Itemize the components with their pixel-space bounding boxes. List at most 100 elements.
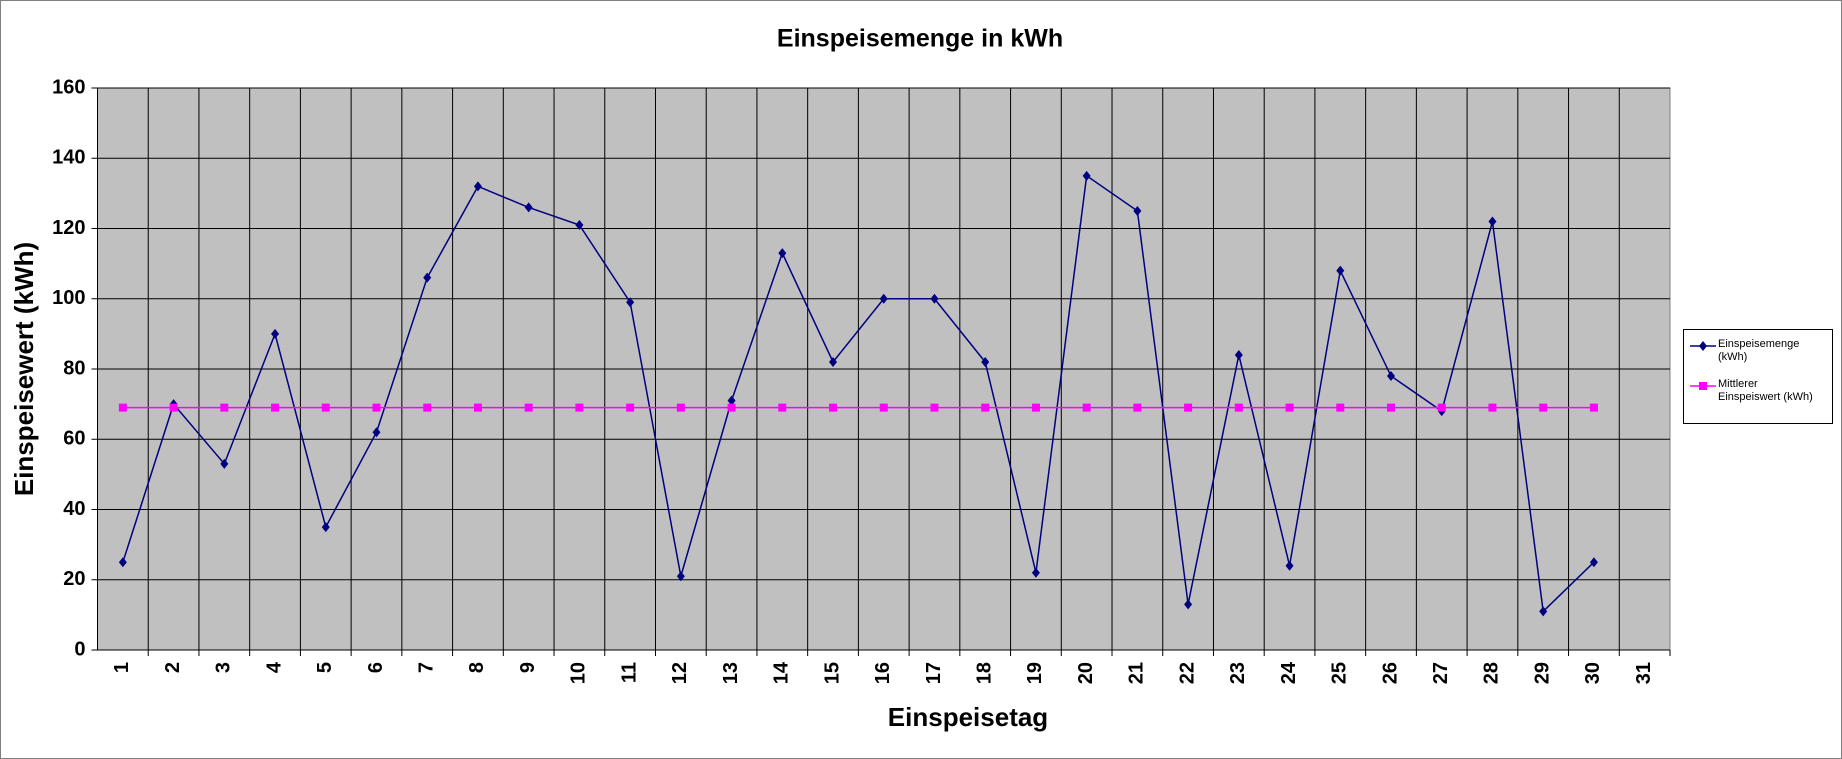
x-tick-label: 9	[517, 662, 539, 673]
marker	[1184, 599, 1193, 610]
marker	[1082, 403, 1091, 412]
marker	[473, 403, 482, 412]
marker	[676, 403, 685, 412]
x-tick-label: 20	[1075, 662, 1097, 684]
x-tick-label: 15	[821, 662, 843, 684]
x-tick-label: 25	[1329, 662, 1351, 684]
legend: Einspeisemenge (kWh) Mittlerer Einspeiswe…	[1683, 329, 1833, 424]
chart-title: Einspeisemenge in kWh	[777, 25, 1063, 53]
marker	[1539, 606, 1548, 617]
y-tick-label: 160	[52, 76, 85, 98]
x-tick-label: 17	[923, 662, 945, 684]
marker	[372, 403, 381, 412]
x-tick-label: 3	[213, 662, 235, 673]
legend-label: Mittlerer Einspeiswert (kWh)	[1718, 378, 1813, 403]
marker	[829, 356, 838, 367]
marker	[1285, 560, 1294, 571]
x-tick-label: 13	[720, 662, 742, 684]
marker	[1031, 567, 1040, 578]
x-tick-label: 21	[1126, 662, 1148, 684]
marker	[1387, 403, 1396, 412]
marker	[271, 403, 280, 412]
x-tick-label: 27	[1430, 662, 1452, 684]
marker	[1699, 382, 1707, 390]
y-axis-title: Einspeisewert (kWh)	[9, 242, 39, 496]
marker	[1285, 403, 1294, 412]
legend-entry: Mittlerer Einspeiswert (kWh)	[1688, 378, 1828, 404]
marker	[930, 293, 939, 304]
marker	[524, 202, 533, 213]
marker	[575, 219, 584, 230]
x-tick-label: 1	[111, 662, 133, 673]
y-tick-label: 0	[74, 638, 85, 660]
marker	[879, 293, 888, 304]
marker	[1336, 265, 1345, 276]
marker	[575, 403, 584, 412]
marker	[626, 403, 635, 412]
y-tick-label: 60	[63, 428, 85, 450]
marker	[1234, 403, 1243, 412]
marker	[1437, 403, 1446, 412]
marker	[930, 403, 939, 412]
y-tick-label: 40	[63, 498, 85, 520]
y-tick-label: 120	[52, 217, 85, 239]
marker	[1387, 371, 1396, 382]
marker	[423, 272, 432, 283]
marker	[372, 427, 381, 438]
marker	[473, 181, 482, 192]
legend-swatch	[1690, 382, 1716, 390]
marker	[1539, 403, 1548, 412]
x-tick-label: 6	[365, 662, 387, 673]
y-tick-label: 140	[52, 147, 85, 169]
x-tick-label: 22	[1176, 662, 1198, 684]
marker	[1133, 403, 1142, 412]
marker	[981, 356, 990, 367]
x-axis-title: Einspeisetag	[888, 702, 1048, 732]
x-tick-label: 12	[669, 662, 691, 684]
x-tick-label: 18	[973, 662, 995, 684]
marker	[778, 248, 787, 259]
marker	[169, 403, 178, 412]
marker	[829, 403, 838, 412]
marker	[220, 403, 229, 412]
x-tick-label: 30	[1582, 662, 1604, 684]
marker	[727, 395, 736, 406]
legend-swatch	[1690, 341, 1716, 351]
x-tick-label: 11	[618, 662, 640, 683]
x-tick-label: 31	[1633, 662, 1655, 684]
x-tick-label: 10	[568, 662, 590, 684]
marker	[1082, 170, 1091, 181]
marker	[778, 403, 787, 412]
marker	[626, 297, 635, 308]
marker	[1031, 403, 1040, 412]
x-tick-label: 5	[314, 662, 336, 673]
x-tick-label: 19	[1024, 662, 1046, 684]
marker	[271, 328, 280, 339]
x-tick-label: 24	[1278, 661, 1300, 684]
marker	[321, 522, 330, 533]
x-tick-label: 8	[466, 662, 488, 673]
legend-entry: Einspeisemenge (kWh)	[1688, 338, 1828, 364]
marker	[1336, 403, 1345, 412]
y-tick-label: 20	[63, 568, 85, 590]
marker	[321, 403, 330, 412]
x-tick-label: 29	[1531, 662, 1553, 684]
marker	[118, 557, 127, 568]
marker	[1133, 205, 1142, 216]
x-tick-label: 26	[1379, 662, 1401, 684]
x-tick-label: 4	[263, 661, 285, 673]
x-tick-label: 23	[1227, 662, 1249, 684]
y-tick-label: 100	[52, 287, 85, 309]
x-tick-label: 7	[415, 662, 437, 673]
marker	[1699, 341, 1707, 351]
marker	[1488, 216, 1497, 227]
marker	[220, 458, 229, 469]
marker	[981, 403, 990, 412]
marker	[1589, 403, 1598, 412]
marker	[524, 403, 533, 412]
marker	[1589, 557, 1598, 568]
x-tick-label: 28	[1481, 662, 1503, 684]
legend-label: Einspeisemenge (kWh)	[1718, 338, 1800, 363]
